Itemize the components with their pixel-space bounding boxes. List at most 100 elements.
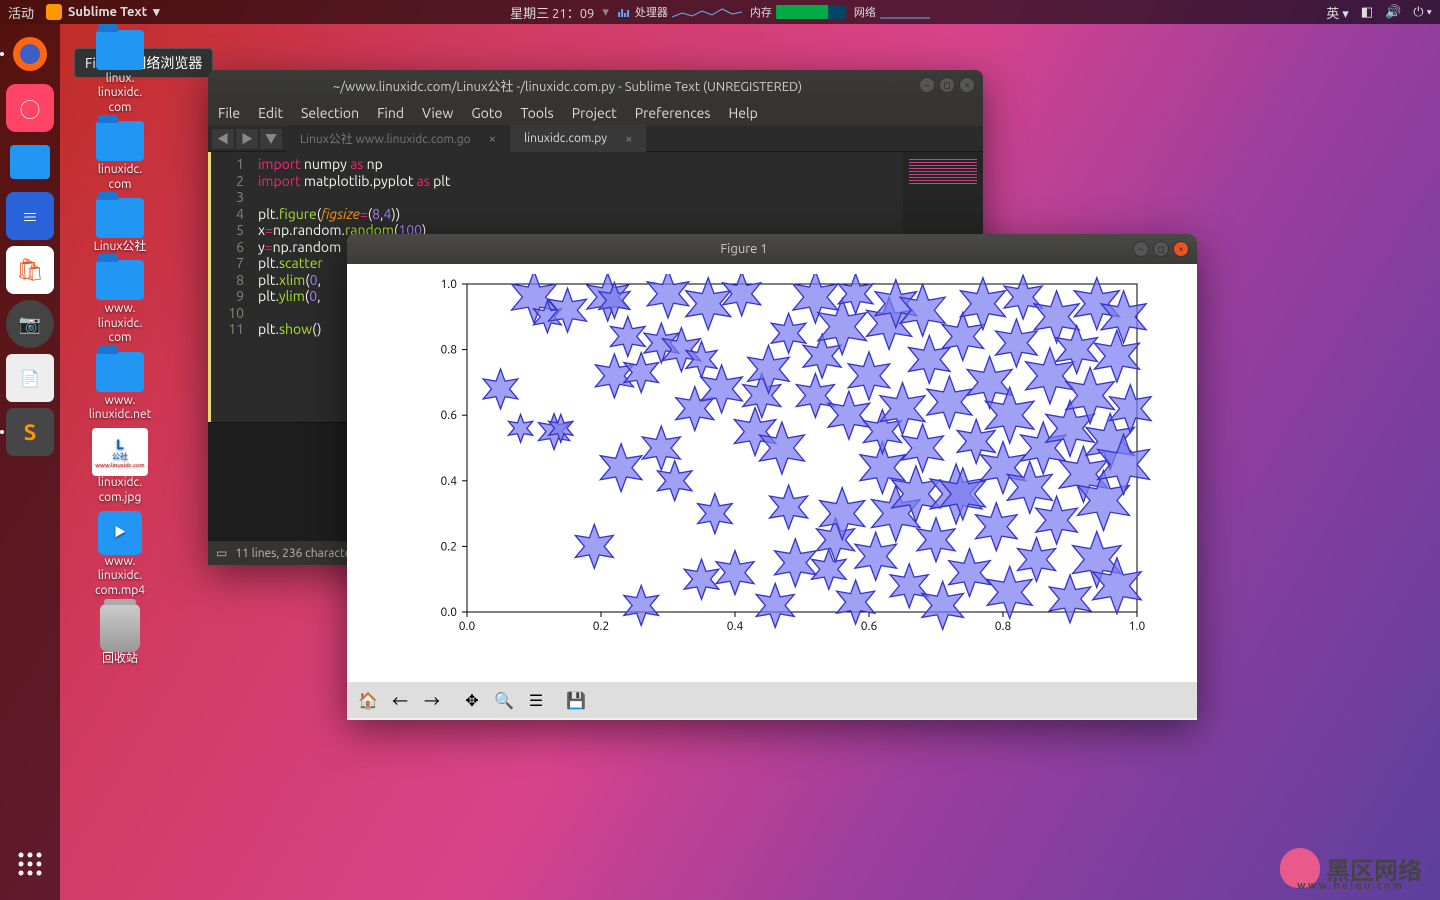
forward-icon: → — [424, 688, 440, 712]
dock-firefox[interactable] — [6, 30, 54, 78]
fig-home-button[interactable]: 🏠 — [353, 686, 383, 714]
desktop-icon[interactable]: Linux公社 — [70, 198, 170, 254]
zoom-icon: 🔍 — [494, 691, 514, 710]
line-gutter: 1234567891011 — [208, 152, 252, 422]
tab-label: Linux公社 www.linuxidc.com.go — [300, 130, 471, 147]
close-button[interactable]: × — [959, 77, 975, 93]
menu-selection[interactable]: Selection — [301, 105, 359, 121]
desktop-icon[interactable]: www. linuxidc.net — [70, 352, 170, 423]
editor-tab[interactable]: linuxidc.com.py× — [510, 125, 646, 152]
back-icon: ← — [392, 688, 408, 712]
desktop-icon-label: www. linuxidc. com — [98, 302, 142, 345]
power-icon[interactable]: ⏻ ▾ — [1413, 5, 1432, 20]
mem-label: 内存 — [750, 4, 772, 20]
mem-indicator[interactable]: 内存 — [750, 4, 846, 20]
statusbar-icon: ▭ — [216, 546, 227, 560]
svg-text:1.0: 1.0 — [1129, 620, 1146, 633]
svg-text:1.0: 1.0 — [441, 278, 458, 291]
sublime-titlebar[interactable]: ~/www.linuxidc.com/Linux公社 -/linuxidc.co… — [208, 70, 983, 100]
image-icon: L公社www.linuxidc.com — [92, 428, 148, 476]
menu-project[interactable]: Project — [572, 105, 617, 121]
menu-find[interactable]: Find — [377, 105, 404, 121]
app-menu-label: Sublime Text — [68, 5, 147, 19]
folder-icon — [96, 121, 144, 161]
dock-files[interactable] — [6, 138, 54, 186]
fig-minimize-button[interactable]: – — [1133, 241, 1149, 257]
dock-camera[interactable]: 📷 — [6, 300, 54, 348]
fig-configure-button[interactable]: ☰ — [521, 686, 551, 714]
menu-tools[interactable]: Tools — [521, 105, 554, 121]
pan-icon: ✥ — [465, 691, 478, 710]
desktop-icon[interactable]: linux. linuxidc. com — [70, 30, 170, 115]
folder-icon — [96, 30, 144, 70]
menu-view[interactable]: View — [422, 105, 453, 121]
menu-goto[interactable]: Goto — [471, 105, 502, 121]
screen-icon[interactable]: ◧ — [1361, 5, 1373, 20]
tab-close-icon[interactable]: × — [625, 132, 632, 146]
volume-icon[interactable]: 🔊 — [1385, 5, 1401, 20]
notification-icon[interactable]: ▾ — [602, 5, 609, 20]
desktop-icon[interactable]: L公社www.linuxidc.comlinuxidc. com.jpg — [70, 428, 170, 505]
home-icon: 🏠 — [358, 691, 378, 710]
svg-text:0.8: 0.8 — [995, 620, 1012, 633]
video-icon: ▶ — [98, 511, 142, 555]
dock-screenshot[interactable]: ◯ — [6, 84, 54, 132]
app-menu[interactable]: Sublime Text ▾ — [46, 4, 160, 20]
save-icon: 💾 — [566, 691, 586, 710]
sublime-title: ~/www.linuxidc.com/Linux公社 -/linuxidc.co… — [216, 76, 919, 95]
svg-text:0.0: 0.0 — [459, 620, 476, 633]
fig-back-button[interactable]: ← — [385, 686, 415, 714]
figure-window: Figure 1 – ◻ × 0.00.20.40.60.81.00.00.20… — [347, 234, 1197, 720]
dock-software[interactable]: 🛍 — [6, 246, 54, 294]
figure-toolbar: 🏠 ← → ✥ 🔍 ☰ 💾 — [347, 682, 1197, 718]
fig-zoom-button[interactable]: 🔍 — [489, 686, 519, 714]
tab-close-icon[interactable]: × — [489, 132, 496, 146]
ime-indicator[interactable]: 英 ▾ — [1326, 3, 1349, 22]
sublime-icon — [46, 4, 62, 20]
svg-text:0.2: 0.2 — [593, 620, 610, 633]
desktop-icon[interactable]: ▶www. linuxidc. com.mp4 — [70, 511, 170, 598]
desktop-icon[interactable]: 回收站 — [70, 604, 170, 666]
cpu-indicator[interactable]: 处理器 — [617, 4, 742, 20]
menu-preferences[interactable]: Preferences — [635, 105, 711, 121]
svg-text:0.4: 0.4 — [441, 475, 458, 488]
desktop-icon-label: linuxidc. com.jpg — [98, 476, 142, 505]
fig-maximize-button[interactable]: ◻ — [1153, 241, 1169, 257]
desktop-icon[interactable]: www. linuxidc. com — [70, 260, 170, 345]
fig-pan-button[interactable]: ✥ — [457, 686, 487, 714]
nav-back[interactable]: ◀ — [212, 129, 234, 149]
figure-titlebar[interactable]: Figure 1 – ◻ × — [347, 234, 1197, 264]
sublime-tabstrip: ◀▶▼ Linux公社 www.linuxidc.com.go×linuxidc… — [208, 126, 983, 152]
svg-text:0.8: 0.8 — [441, 344, 458, 357]
menu-help[interactable]: Help — [728, 105, 757, 121]
desktop-icon[interactable]: linuxidc. com — [70, 121, 170, 192]
menu-file[interactable]: File — [218, 105, 240, 121]
fig-save-button[interactable]: 💾 — [561, 686, 591, 714]
chevron-down-icon: ▾ — [153, 5, 160, 20]
svg-text:0.6: 0.6 — [441, 409, 458, 422]
dock-show-apps[interactable] — [6, 840, 54, 888]
statusbar-text: 11 lines, 236 characters — [235, 547, 361, 560]
activities-button[interactable]: 活动 — [8, 3, 34, 22]
dock-sublime[interactable]: S — [6, 408, 54, 456]
trash-icon — [100, 604, 140, 652]
figure-title: Figure 1 — [355, 242, 1133, 256]
dock-libreoffice[interactable]: ≡ — [6, 192, 54, 240]
configure-icon: ☰ — [529, 691, 543, 710]
cpu-label: 处理器 — [635, 4, 668, 20]
scatter-plot: 0.00.20.40.60.81.00.00.20.40.60.81.0 — [367, 274, 1177, 672]
dock-gedit[interactable]: 📄 — [6, 354, 54, 402]
minimize-button[interactable]: – — [919, 77, 935, 93]
maximize-button[interactable]: ◻ — [939, 77, 955, 93]
net-label: 网络 — [854, 4, 876, 20]
fig-close-button[interactable]: × — [1173, 241, 1189, 257]
fig-forward-button[interactable]: → — [417, 686, 447, 714]
desktop-icon-label: 回收站 — [102, 652, 138, 666]
nav-down[interactable]: ▼ — [260, 129, 282, 149]
net-indicator[interactable]: 网络 — [854, 4, 930, 20]
nav-fwd[interactable]: ▶ — [236, 129, 258, 149]
editor-tab[interactable]: Linux公社 www.linuxidc.com.go × — [286, 125, 510, 152]
clock[interactable]: 星期三 21：09 — [510, 3, 594, 22]
menu-edit[interactable]: Edit — [258, 105, 283, 121]
desktop-icon-label: linux. linuxidc. com — [98, 72, 142, 115]
